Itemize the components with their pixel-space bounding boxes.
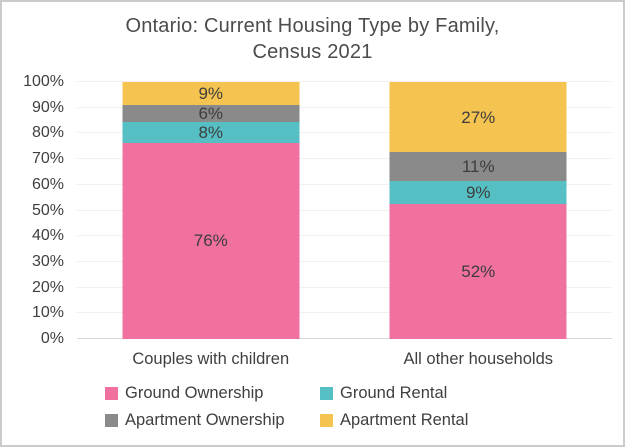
segment-value-label: 52% (461, 262, 496, 281)
segment-value-label: 6% (198, 104, 224, 124)
bar-segment: 11% (389, 152, 567, 181)
stacked-bar-0: 76% 8% 6% 9% (122, 82, 300, 339)
legend-swatch-icon (105, 413, 118, 427)
segment-value-label: 9% (465, 182, 491, 202)
y-tick-label-10: 10% (31, 304, 64, 322)
bar-segment: 52% (389, 204, 567, 339)
segment-value-label: 8% (198, 123, 224, 143)
bar-segment: 6% (122, 104, 300, 124)
legend-swatch-icon (105, 386, 118, 400)
gridline-50 (77, 209, 612, 211)
legend-label: Apartment Ownership (125, 410, 285, 429)
y-tick-label-0: 0% (40, 330, 64, 347)
gridline-10 (77, 312, 612, 314)
y-axis: 0% 10% 20% 30% 40% 50% 60% 70% 80% 90% 100% (2, 73, 64, 347)
y-tick-label-50: 50% (31, 201, 64, 219)
legend-item: Apartment Ownership (105, 410, 320, 430)
chart-title-line-1: Ontario: Current Housing Type by Family, (125, 15, 500, 37)
legend-swatch-icon (320, 413, 333, 427)
legend: Ground Ownership Ground Rental Apartment O… (105, 383, 468, 430)
legend-label: Apartment Rental (340, 410, 469, 429)
y-tick-label-70: 70% (31, 150, 64, 168)
legend-label: Ground Rental (340, 383, 448, 402)
y-tick-label-60: 60% (31, 175, 64, 193)
legend-item: Ground Ownership (105, 383, 320, 403)
segment-value-label: 11% (461, 156, 495, 176)
bar-segment: 9% (389, 180, 567, 205)
segment-value-label: 76% (193, 231, 228, 251)
bar-segment: 9% (122, 82, 300, 106)
legend-item: Ground Rental (320, 383, 468, 403)
x-axis: Couples with children All other household… (77, 339, 612, 369)
segment-value-label: 27% (461, 107, 496, 127)
gridline-80 (77, 132, 612, 134)
y-tick-label-30: 30% (31, 252, 64, 270)
stacked-bar-1: 52% 9% 11% 27% (389, 82, 567, 339)
bar-segment: 8% (122, 122, 300, 143)
gridline-70 (77, 158, 612, 160)
segment-value-label: 9% (198, 84, 224, 104)
gridline-30 (77, 260, 612, 262)
chart-title-line-2: Census 2021 (252, 41, 373, 63)
legend-swatch-icon (320, 386, 333, 400)
gridline-60 (77, 183, 612, 185)
y-tick-label-100: 100% (23, 73, 64, 90)
gridline-20 (77, 286, 612, 288)
y-tick-label-40: 40% (31, 227, 64, 245)
gridline-0 (77, 338, 612, 339)
legend-item: Apartment Rental (320, 410, 468, 430)
category-label-1: All other households (403, 350, 554, 368)
chart-title: Ontario: Current Housing Type by Family,… (2, 13, 623, 65)
y-tick-label-20: 20% (31, 278, 64, 296)
y-tick-label-80: 80% (31, 124, 64, 142)
gridline-100 (77, 81, 612, 82)
gridline-40 (77, 235, 612, 237)
gridline-90 (77, 106, 612, 108)
y-tick-label-90: 90% (31, 98, 64, 116)
bar-segment: 27% (389, 82, 567, 153)
bar-segment: 76% (122, 142, 300, 339)
legend-label: Ground Ownership (125, 383, 264, 402)
category-label-0: Couples with children (132, 350, 290, 368)
plot-area: 76% 8% 6% 9% 52% 9% 11% 27% (77, 81, 612, 339)
